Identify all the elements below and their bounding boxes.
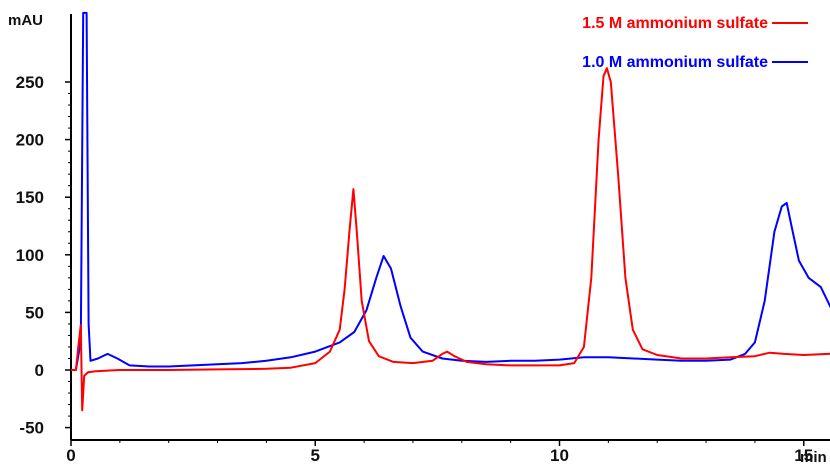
y-tick-label: -50: [19, 419, 44, 438]
legend: 1.5 M ammonium sulfate 1.0 M ammonium sul…: [582, 15, 808, 71]
series-layer: [71, 11, 830, 412]
series-line-blue: [71, 11, 830, 371]
x-tick-label: 5: [311, 446, 320, 465]
y-tick-label: 0: [35, 361, 44, 380]
x-tick-label: 15: [794, 446, 813, 465]
y-tick-label: 100: [16, 246, 44, 265]
legend-label: 1.0 M ammonium sulfate: [582, 54, 768, 71]
axes: -500501001502002500510152025mAUmin: [8, 12, 830, 465]
x-axis-label: min: [800, 449, 827, 465]
y-tick-label: 200: [16, 131, 44, 150]
x-tick-label: 10: [550, 446, 569, 465]
y-axis-label: mAU: [8, 12, 43, 29]
y-tick-label: 50: [25, 303, 44, 322]
y-tick-label: 150: [16, 188, 44, 207]
legend-label: 1.5 M ammonium sulfate: [582, 15, 768, 32]
x-tick-label: 0: [66, 446, 75, 465]
y-tick-label: 250: [16, 73, 44, 92]
series-line-red: [71, 67, 830, 412]
